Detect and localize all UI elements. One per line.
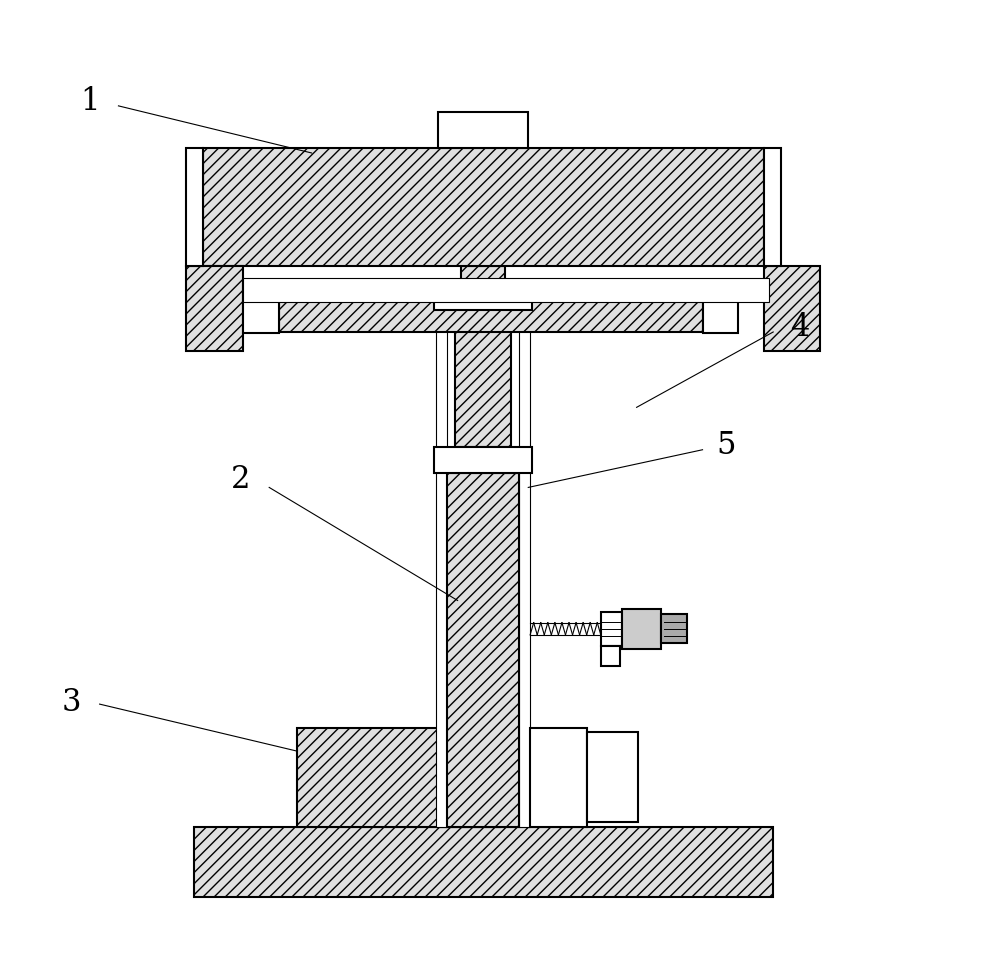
Bar [455, 311, 511, 446]
Bar [764, 266, 820, 351]
Bar [661, 615, 687, 643]
Text: 1: 1 [80, 86, 100, 117]
Text: 5: 5 [716, 429, 736, 461]
Bar [438, 113, 528, 148]
Bar [194, 827, 773, 898]
Bar [434, 446, 532, 473]
Bar [243, 278, 769, 302]
Bar [186, 266, 243, 351]
Bar [436, 304, 447, 827]
Bar [186, 148, 203, 266]
Bar [297, 728, 500, 827]
Bar [279, 280, 703, 332]
Bar [530, 728, 587, 827]
Bar [434, 290, 532, 311]
Bar [519, 304, 530, 827]
Bar [461, 266, 505, 290]
Text: 2: 2 [231, 465, 251, 495]
Bar [764, 148, 781, 266]
Bar [601, 612, 622, 645]
Bar [622, 609, 661, 648]
Bar [447, 473, 519, 827]
Bar [601, 645, 620, 666]
Bar [587, 732, 638, 822]
Bar [203, 148, 764, 266]
Text: 4: 4 [790, 312, 809, 343]
Text: 3: 3 [62, 686, 81, 718]
Bar [243, 284, 279, 333]
Bar [703, 284, 738, 333]
